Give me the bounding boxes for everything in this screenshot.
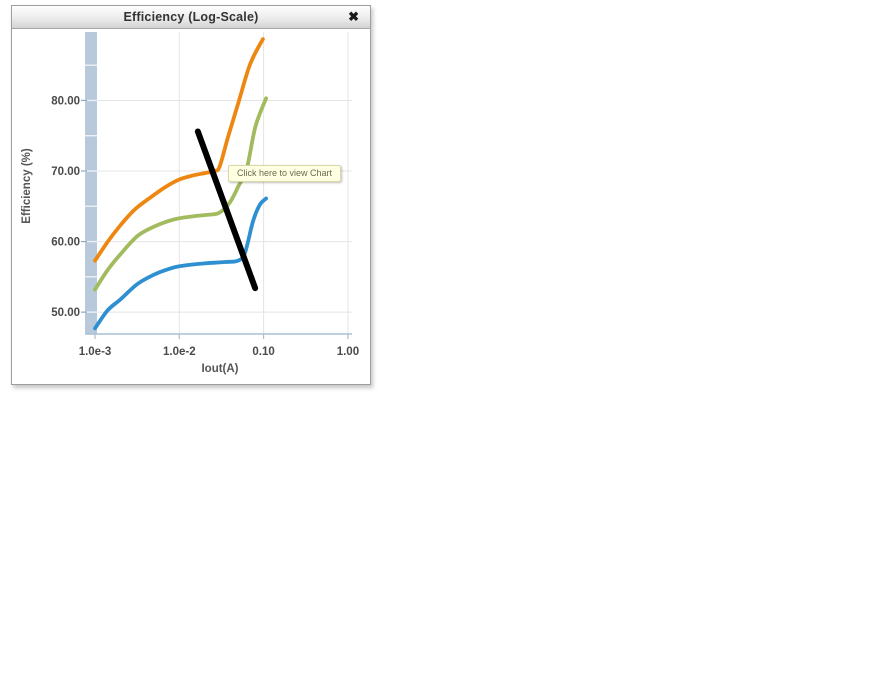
efficiency-curves xyxy=(93,37,268,331)
chart-tooltip[interactable]: Click here to view Chart xyxy=(228,165,342,182)
curve-orange xyxy=(93,37,265,263)
chart-container: 1.0e-3 1.0e-2 0.10 1.00 50.00 60.00 70.00 80.00… xyxy=(12,29,370,384)
y-tick-label: 60.00 xyxy=(51,237,80,249)
window-titlebar[interactable]: Efficiency (Log-Scale) ✖ xyxy=(12,6,370,29)
y-tick-label: 80.00 xyxy=(51,95,80,107)
x-tick-label: 1.0e-2 xyxy=(163,346,196,358)
y-tick-label: 50.00 xyxy=(51,307,80,319)
x-tick-label: 1.0e-3 xyxy=(79,346,112,358)
tick-labels: 1.0e-3 1.0e-2 0.10 1.00 50.00 60.00 70.00 80.00 xyxy=(51,95,359,358)
x-axis-title: Iout(A) xyxy=(201,363,238,375)
axis-band-rect xyxy=(85,32,97,334)
tooltip-text: Click here to view Chart xyxy=(237,168,333,178)
annotation-stroke xyxy=(194,128,259,292)
x-tick-label: 1.00 xyxy=(337,346,359,358)
axis-lines-and-ticks xyxy=(81,99,352,339)
y-tick-label: 70.00 xyxy=(51,166,80,178)
annotation-line xyxy=(194,128,259,292)
chart-window: Efficiency (Log-Scale) ✖ 1.0e-3 1.0e-2 0.1… xyxy=(11,5,371,385)
close-icon[interactable]: ✖ xyxy=(348,9,359,24)
y-axis-band xyxy=(85,32,97,334)
window-title: Efficiency (Log-Scale) xyxy=(123,10,259,24)
x-tick-label: 0.10 xyxy=(252,346,274,358)
efficiency-chart[interactable]: 1.0e-3 1.0e-2 0.10 1.00 50.00 60.00 70.00 80.00… xyxy=(12,29,370,384)
y-axis-title: Efficiency (%) xyxy=(21,148,33,224)
curve-blue xyxy=(93,196,268,331)
